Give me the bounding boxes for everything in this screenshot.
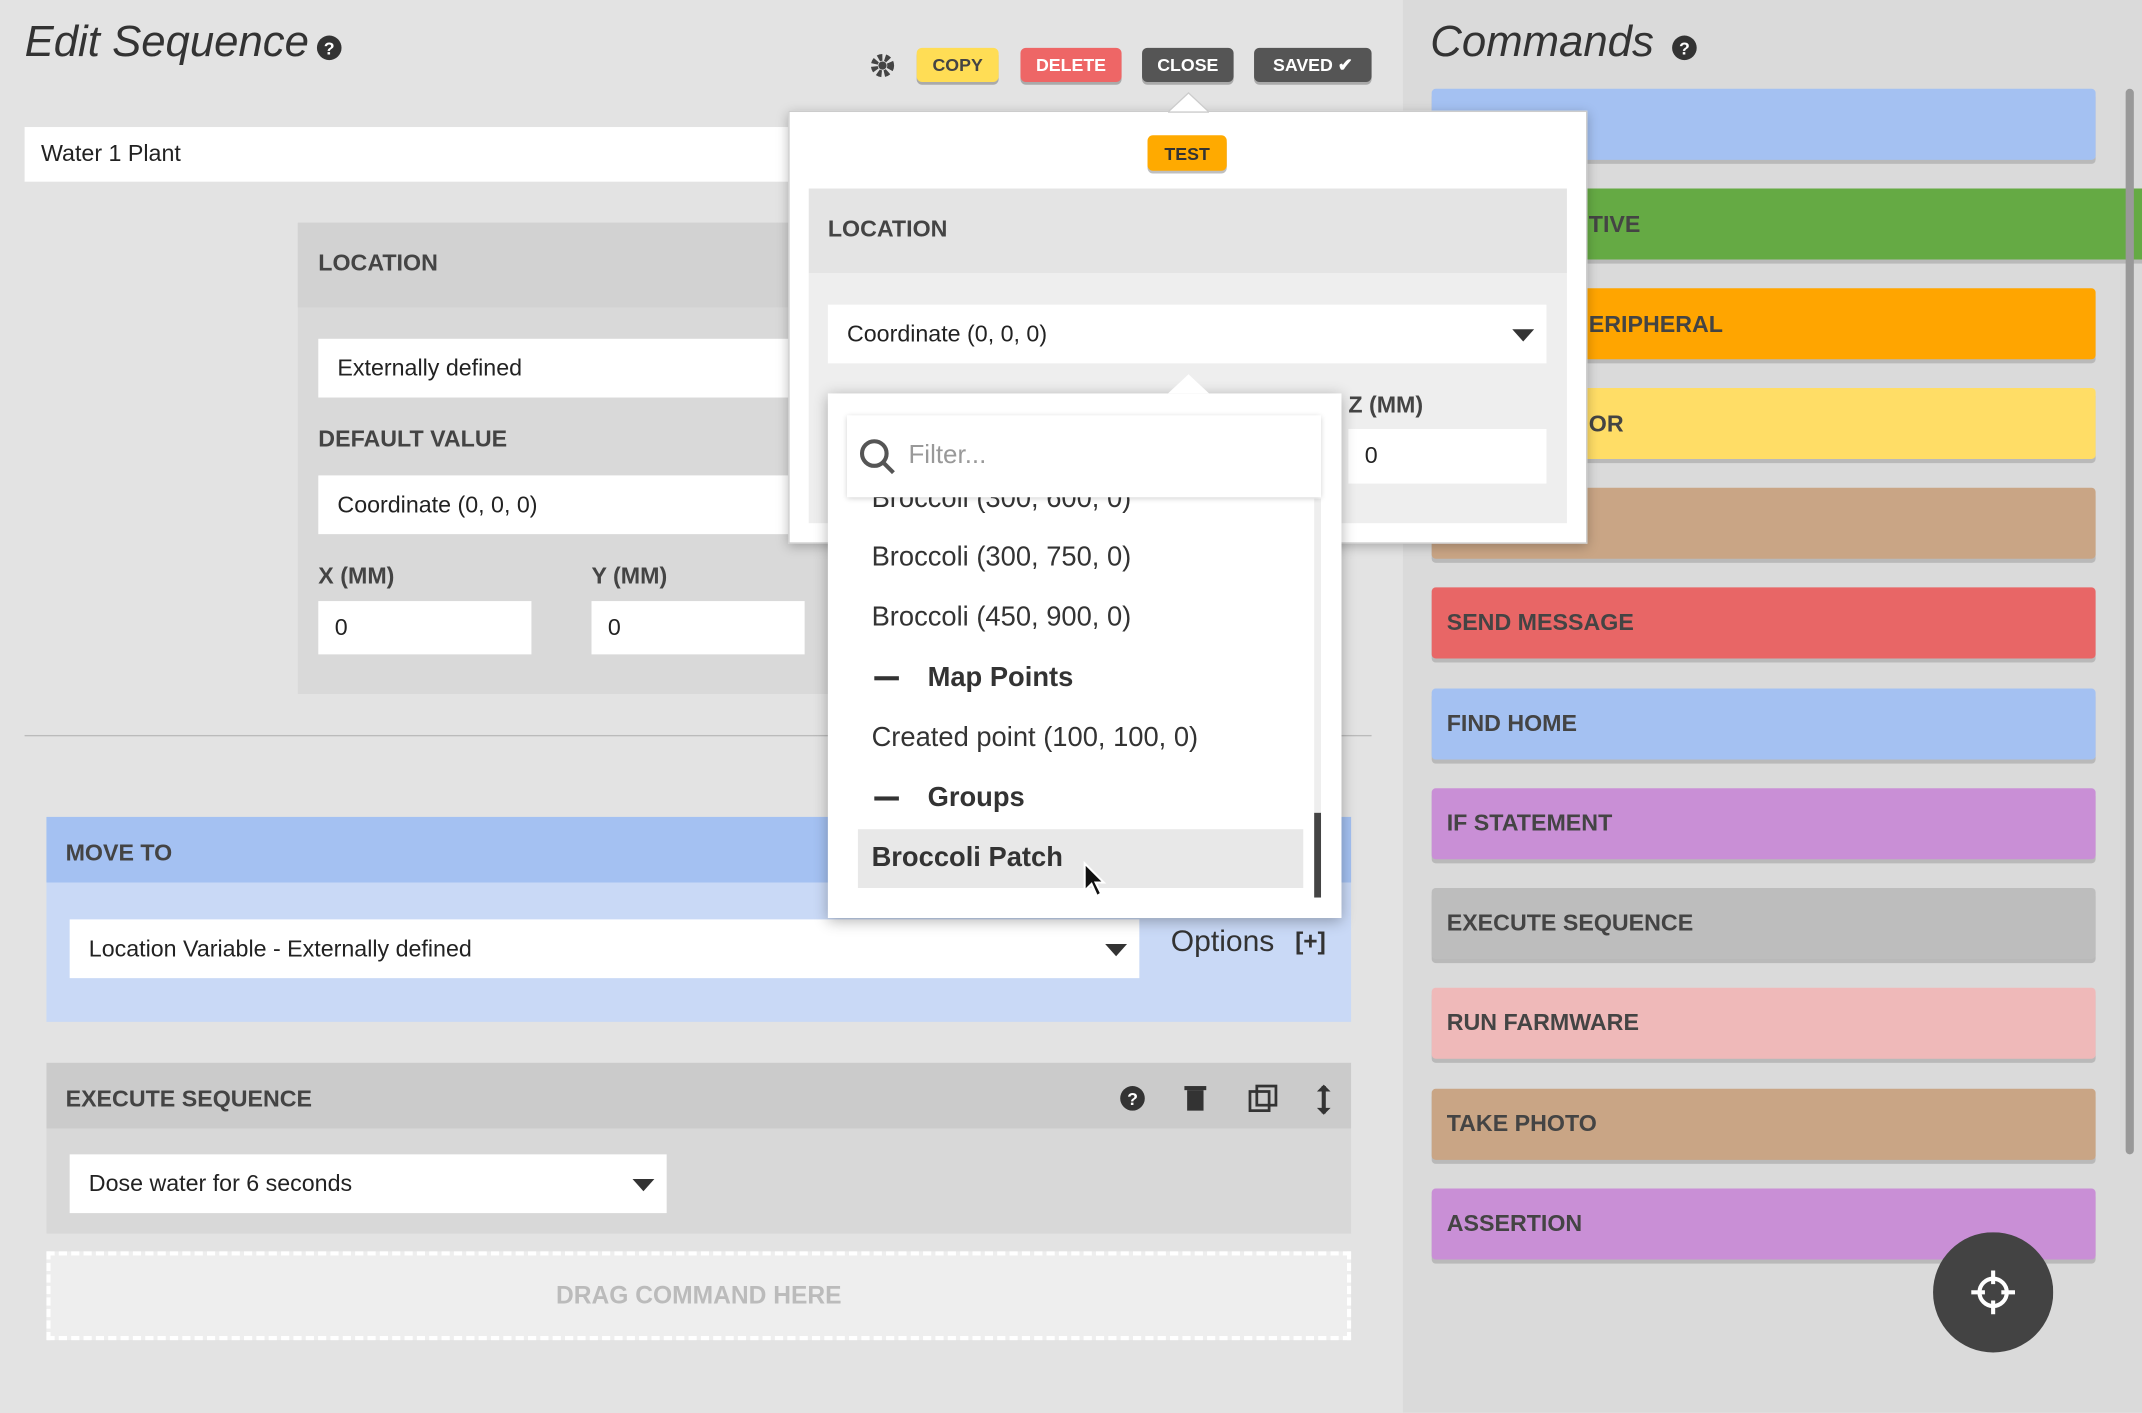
sequence-name-input[interactable]: Water 1 Plant <box>24 127 820 182</box>
dropdown-item[interactable]: Broccoli Patch <box>871 842 1063 873</box>
dropdown-item[interactable]: Created point (100, 100, 0) <box>871 722 1199 753</box>
select-caret <box>632 1178 655 1192</box>
divider <box>24 734 1372 737</box>
dropdown-scroll-track <box>1314 498 1322 898</box>
z-label: Z (MM) <box>1348 392 1424 419</box>
command[interactable]: TAKE PHOTO <box>1431 1088 2096 1160</box>
popup-arrow <box>1168 91 1209 113</box>
command[interactable]: IF STATEMENT <box>1431 788 2096 860</box>
y-label: Y (MM) <box>591 562 668 589</box>
step-icons[interactable]: ? <box>1117 1083 1342 1116</box>
commands-title: Commands <box>1430 16 1654 66</box>
command-label: ERIPHERAL <box>1588 311 1723 338</box>
dropdown-heading: Map Points <box>927 662 1074 693</box>
close-button[interactable]: CLOSE <box>1142 47 1234 82</box>
dropdown-arrow <box>1168 374 1209 394</box>
select-caret <box>1512 329 1535 342</box>
command[interactable]: RUN FARMWARE <box>1431 987 2096 1059</box>
step-title: MOVE TO <box>65 840 173 867</box>
x-label: X (MM) <box>318 562 395 589</box>
command-label: OR <box>1588 411 1624 438</box>
dropdown-item[interactable]: Broccoli (300, 750, 0) <box>871 542 1132 573</box>
command-label: TIVE <box>1588 211 1641 238</box>
command[interactable]: EXECUTE SEQUENCE <box>1431 887 2096 960</box>
variable-source[interactable]: Externally defined <box>318 338 838 398</box>
svg-text:?: ? <box>1127 1089 1138 1109</box>
saved-button[interactable]: SAVED ✔ <box>1254 47 1372 82</box>
x-input[interactable]: 0 <box>318 601 532 655</box>
command[interactable]: SEND MESSAGE <box>1431 587 2096 659</box>
group-dash <box>874 676 899 681</box>
dropdown-list: Broccoli (300, 600, 0) Broccoli (300, 75… <box>828 464 1342 918</box>
y-input[interactable]: 0 <box>591 601 805 655</box>
dropdown-heading: Groups <box>927 782 1025 813</box>
command[interactable]: FIND HOME <box>1431 688 2096 760</box>
location-select[interactable]: Location Variable - Externally defined <box>69 919 1140 979</box>
drop-zone-text: DRAG COMMAND HERE <box>556 1281 842 1309</box>
delete-button[interactable]: DELETE <box>1020 47 1122 82</box>
popup-select[interactable]: Coordinate (0, 0, 0) <box>827 304 1547 364</box>
variable-header <box>297 222 845 308</box>
dropdown-item[interactable]: Broccoli (450, 900, 0) <box>871 602 1132 633</box>
scrollbar[interactable] <box>2125 88 2134 1155</box>
help-icon[interactable]: ? <box>1671 34 1698 61</box>
test-button[interactable]: TEST <box>1147 135 1227 171</box>
title: Edit Sequence <box>24 16 309 66</box>
svg-text:?: ? <box>1679 39 1690 59</box>
filter-box[interactable] <box>846 415 1322 498</box>
popup-label: LOCATION <box>827 215 948 242</box>
cursor <box>1083 860 1107 898</box>
default-value[interactable]: Coordinate (0, 0, 0) <box>318 475 838 535</box>
z-input[interactable]: 0 <box>1348 428 1547 484</box>
step-title: EXECUTE SEQUENCE <box>65 1086 313 1113</box>
copy-button[interactable]: COPY <box>916 47 999 82</box>
filter-placeholder: Filter... <box>908 441 987 470</box>
select-caret <box>1105 943 1128 957</box>
default-label: DEFAULT VALUE <box>318 426 508 453</box>
dropdown-scroll-thumb[interactable] <box>1314 812 1322 898</box>
drop-zone: DRAG COMMAND HERE <box>46 1251 1352 1341</box>
fab-button[interactable] <box>1933 1232 2054 1353</box>
svg-text:?: ? <box>324 39 335 59</box>
options-toggle[interactable]: Options <box>1170 923 1275 958</box>
popup-header <box>808 188 1567 274</box>
help-icon[interactable]: ? <box>316 34 343 61</box>
options-icon[interactable]: [+] <box>1295 927 1326 955</box>
variable-label: LOCATION <box>318 249 438 276</box>
highlight <box>857 829 1304 888</box>
group-dash <box>874 796 899 801</box>
settings-icon[interactable] <box>869 52 896 79</box>
search-icon <box>859 439 895 475</box>
sequence-select[interactable]: Dose water for 6 seconds <box>69 1154 667 1214</box>
